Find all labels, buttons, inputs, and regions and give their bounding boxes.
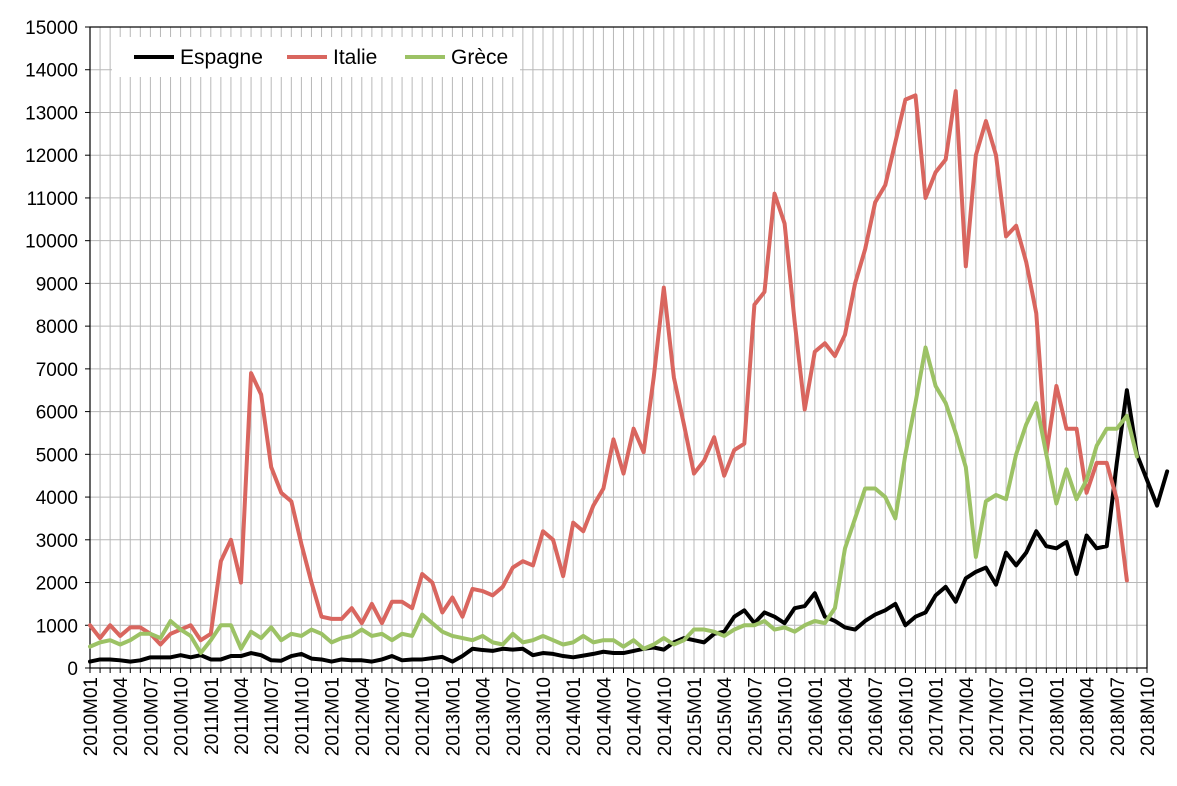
x-tick-label: 2010M10 <box>172 677 193 756</box>
x-tick-label: 2017M04 <box>957 677 978 757</box>
y-tick-label: 2000 <box>36 574 78 595</box>
y-axis-tick-labels: 0 1000 2000 3000 4000 5000 6000 7000 8000 9000 100… <box>25 18 78 680</box>
axes <box>85 26 1148 673</box>
y-tick-label: 11000 <box>27 189 78 210</box>
y-tick-label: 15000 <box>25 18 78 39</box>
y-tick-label: 7000 <box>36 360 78 381</box>
plot-area-border <box>89 26 1148 669</box>
y-tick-label: 6000 <box>36 403 78 424</box>
series-line-espagne <box>88 388 1170 664</box>
y-tick-label: 3000 <box>36 531 78 552</box>
y-tick-label: 4000 <box>36 488 78 509</box>
series-lines <box>88 89 1170 664</box>
x-tick-label: 2013M10 <box>534 677 555 756</box>
x-tick-label: 2018M10 <box>1138 677 1159 756</box>
x-tick-label: 2014M10 <box>655 677 676 756</box>
x-tick-label: 2012M07 <box>383 677 404 756</box>
x-tick-label: 2010M07 <box>141 677 162 756</box>
y-tick-label: 5000 <box>36 445 78 466</box>
y-tick-label: 13000 <box>25 103 78 124</box>
y-tick-label: 8000 <box>36 317 78 338</box>
legend-label-italie: Italie <box>333 46 377 69</box>
x-tick-label: 2014M01 <box>564 677 585 756</box>
x-tick-label: 2016M10 <box>896 677 917 756</box>
y-tick-label: 10000 <box>25 232 78 253</box>
x-tick-label: 2013M07 <box>504 677 525 756</box>
x-tick-label: 2016M01 <box>806 677 827 756</box>
x-tick-label: 2015M07 <box>745 677 766 756</box>
x-tick-label: 2011M01 <box>202 677 223 755</box>
x-tick-label: 2017M10 <box>1017 677 1038 756</box>
x-tick-label: 2017M07 <box>987 677 1008 756</box>
y-tick-label: 0 <box>67 659 78 680</box>
legend-label-espagne: Espagne <box>180 46 263 69</box>
x-tick-label: 2011M04 <box>232 677 253 755</box>
legend-label-gr-ce: Grèce <box>451 46 508 69</box>
x-tick-label: 2015M04 <box>715 677 736 757</box>
x-axis-tick-labels: 2010M01 2010M04 2010M07 2010M10 2011M01 2011M… <box>81 677 1159 757</box>
y-tick-label: 12000 <box>25 146 78 167</box>
x-tick-label: 2014M04 <box>594 677 615 757</box>
y-tick-label: 9000 <box>36 274 78 295</box>
x-tick-label: 2010M04 <box>111 677 132 757</box>
x-tick-label: 2016M07 <box>866 677 887 756</box>
x-tick-label: 2018M04 <box>1078 677 1099 757</box>
x-tick-label: 2014M07 <box>625 677 646 756</box>
x-tick-label: 2015M10 <box>776 677 797 756</box>
series-line-italie <box>88 89 1129 647</box>
x-tick-label: 2018M01 <box>1047 677 1068 756</box>
y-tick-label: 14000 <box>25 61 78 82</box>
x-tick-label: 2015M01 <box>685 677 706 756</box>
x-tick-label: 2017M01 <box>927 677 948 756</box>
series-line-gr-ce <box>88 345 1139 656</box>
x-tick-label: 2018M07 <box>1108 677 1129 756</box>
x-tick-label: 2013M04 <box>474 677 495 757</box>
y-tick-label: 1000 <box>36 616 78 637</box>
x-tick-label: 2012M01 <box>323 677 344 756</box>
x-tick-label: 2011M07 <box>262 677 283 755</box>
x-tick-label: 2012M04 <box>353 677 374 757</box>
x-tick-label: 2012M10 <box>413 677 434 756</box>
legend: Espagne Italie Grèce <box>112 37 520 77</box>
x-tick-label: 2010M01 <box>81 677 102 756</box>
x-tick-label: 2013M01 <box>443 677 464 756</box>
x-tick-label: 2016M04 <box>836 677 857 757</box>
x-tick-label: 2011M10 <box>292 677 313 755</box>
